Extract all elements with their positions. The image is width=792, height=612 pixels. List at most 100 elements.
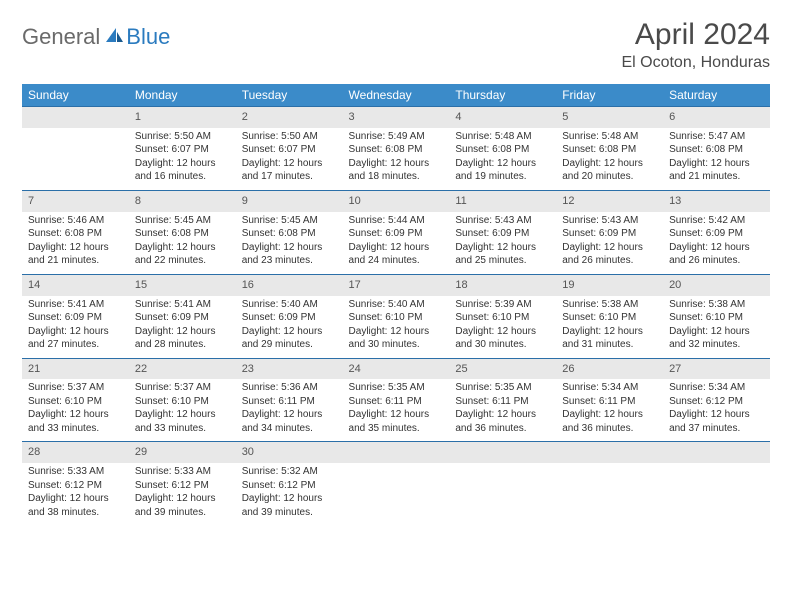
sunrise-text: Sunrise: 5:40 AM: [349, 298, 444, 312]
day-cell: Sunrise: 5:34 AMSunset: 6:11 PMDaylight:…: [556, 379, 663, 442]
day1-text: Daylight: 12 hours: [242, 241, 337, 255]
day-number: 19: [556, 274, 663, 295]
weekday-header: Tuesday: [236, 84, 343, 107]
day2-text: and 26 minutes.: [669, 254, 764, 268]
sunset-text: Sunset: 6:08 PM: [242, 227, 337, 241]
day-number: 2: [236, 107, 343, 128]
day1-text: Daylight: 12 hours: [135, 408, 230, 422]
day-number: 5: [556, 107, 663, 128]
day1-text: Daylight: 12 hours: [562, 325, 657, 339]
day2-text: and 39 minutes.: [135, 506, 230, 520]
sunrise-text: Sunrise: 5:32 AM: [242, 465, 337, 479]
day-number: 13: [663, 190, 770, 211]
day1-text: Daylight: 12 hours: [135, 325, 230, 339]
day-cell: Sunrise: 5:32 AMSunset: 6:12 PMDaylight:…: [236, 463, 343, 525]
day1-text: Daylight: 12 hours: [349, 408, 444, 422]
logo-sail-icon: [104, 26, 124, 49]
sunrise-text: Sunrise: 5:39 AM: [455, 298, 550, 312]
sunrise-text: Sunrise: 5:48 AM: [562, 130, 657, 144]
day-number: 7: [22, 190, 129, 211]
day1-text: Daylight: 12 hours: [455, 241, 550, 255]
sunrise-text: Sunrise: 5:45 AM: [135, 214, 230, 228]
day-number: 8: [129, 190, 236, 211]
sunrise-text: Sunrise: 5:48 AM: [455, 130, 550, 144]
day-number: [663, 442, 770, 463]
day-cell: [663, 463, 770, 525]
day2-text: and 30 minutes.: [349, 338, 444, 352]
sunset-text: Sunset: 6:09 PM: [455, 227, 550, 241]
daynum-row: 14151617181920: [22, 274, 770, 295]
day1-text: Daylight: 12 hours: [669, 408, 764, 422]
sunset-text: Sunset: 6:08 PM: [349, 143, 444, 157]
sunrise-text: Sunrise: 5:34 AM: [669, 381, 764, 395]
sunrise-text: Sunrise: 5:45 AM: [242, 214, 337, 228]
sunset-text: Sunset: 6:10 PM: [669, 311, 764, 325]
day-number: 10: [343, 190, 450, 211]
day2-text: and 23 minutes.: [242, 254, 337, 268]
day2-text: and 38 minutes.: [28, 506, 123, 520]
day-number: 1: [129, 107, 236, 128]
day-number: 20: [663, 274, 770, 295]
day-cell: [343, 463, 450, 525]
sunset-text: Sunset: 6:10 PM: [562, 311, 657, 325]
day-cell: Sunrise: 5:35 AMSunset: 6:11 PMDaylight:…: [449, 379, 556, 442]
sunset-text: Sunset: 6:11 PM: [455, 395, 550, 409]
day1-text: Daylight: 12 hours: [669, 325, 764, 339]
day2-text: and 33 minutes.: [28, 422, 123, 436]
month-title: April 2024: [621, 18, 770, 52]
day1-text: Daylight: 12 hours: [28, 241, 123, 255]
day-cell: Sunrise: 5:37 AMSunset: 6:10 PMDaylight:…: [129, 379, 236, 442]
day2-text: and 39 minutes.: [242, 506, 337, 520]
sunset-text: Sunset: 6:08 PM: [455, 143, 550, 157]
day-cell: Sunrise: 5:33 AMSunset: 6:12 PMDaylight:…: [129, 463, 236, 525]
content-row: Sunrise: 5:37 AMSunset: 6:10 PMDaylight:…: [22, 379, 770, 442]
day2-text: and 37 minutes.: [669, 422, 764, 436]
title-block: April 2024 El Ocoton, Honduras: [621, 18, 770, 72]
day2-text: and 36 minutes.: [562, 422, 657, 436]
sunrise-text: Sunrise: 5:33 AM: [135, 465, 230, 479]
weekday-header: Monday: [129, 84, 236, 107]
sunset-text: Sunset: 6:12 PM: [669, 395, 764, 409]
sunset-text: Sunset: 6:08 PM: [28, 227, 123, 241]
sunrise-text: Sunrise: 5:43 AM: [562, 214, 657, 228]
day2-text: and 21 minutes.: [28, 254, 123, 268]
day-number: 26: [556, 358, 663, 379]
day1-text: Daylight: 12 hours: [455, 408, 550, 422]
day-cell: Sunrise: 5:42 AMSunset: 6:09 PMDaylight:…: [663, 212, 770, 275]
day-number: 12: [556, 190, 663, 211]
day-number: 21: [22, 358, 129, 379]
day-number: 17: [343, 274, 450, 295]
day-number: 6: [663, 107, 770, 128]
sunrise-text: Sunrise: 5:37 AM: [28, 381, 123, 395]
sunset-text: Sunset: 6:09 PM: [242, 311, 337, 325]
day2-text: and 21 minutes.: [669, 170, 764, 184]
sunset-text: Sunset: 6:09 PM: [135, 311, 230, 325]
day2-text: and 33 minutes.: [135, 422, 230, 436]
day-number: [22, 107, 129, 128]
day1-text: Daylight: 12 hours: [242, 157, 337, 171]
day-number: [449, 442, 556, 463]
logo-text-blue: Blue: [126, 24, 170, 50]
day-number: [556, 442, 663, 463]
day-cell: Sunrise: 5:43 AMSunset: 6:09 PMDaylight:…: [556, 212, 663, 275]
daynum-row: 78910111213: [22, 190, 770, 211]
day-number: 30: [236, 442, 343, 463]
day2-text: and 36 minutes.: [455, 422, 550, 436]
day2-text: and 34 minutes.: [242, 422, 337, 436]
day1-text: Daylight: 12 hours: [349, 325, 444, 339]
sunrise-text: Sunrise: 5:43 AM: [455, 214, 550, 228]
day-cell: Sunrise: 5:47 AMSunset: 6:08 PMDaylight:…: [663, 128, 770, 191]
day2-text: and 20 minutes.: [562, 170, 657, 184]
day2-text: and 25 minutes.: [455, 254, 550, 268]
weekday-header: Thursday: [449, 84, 556, 107]
logo: General Blue: [22, 24, 170, 50]
day1-text: Daylight: 12 hours: [455, 325, 550, 339]
day-cell: Sunrise: 5:41 AMSunset: 6:09 PMDaylight:…: [129, 296, 236, 359]
day2-text: and 31 minutes.: [562, 338, 657, 352]
day-cell: Sunrise: 5:38 AMSunset: 6:10 PMDaylight:…: [663, 296, 770, 359]
sunset-text: Sunset: 6:07 PM: [242, 143, 337, 157]
day-number: 3: [343, 107, 450, 128]
weekday-header: Sunday: [22, 84, 129, 107]
weekday-header: Saturday: [663, 84, 770, 107]
day-number: 4: [449, 107, 556, 128]
